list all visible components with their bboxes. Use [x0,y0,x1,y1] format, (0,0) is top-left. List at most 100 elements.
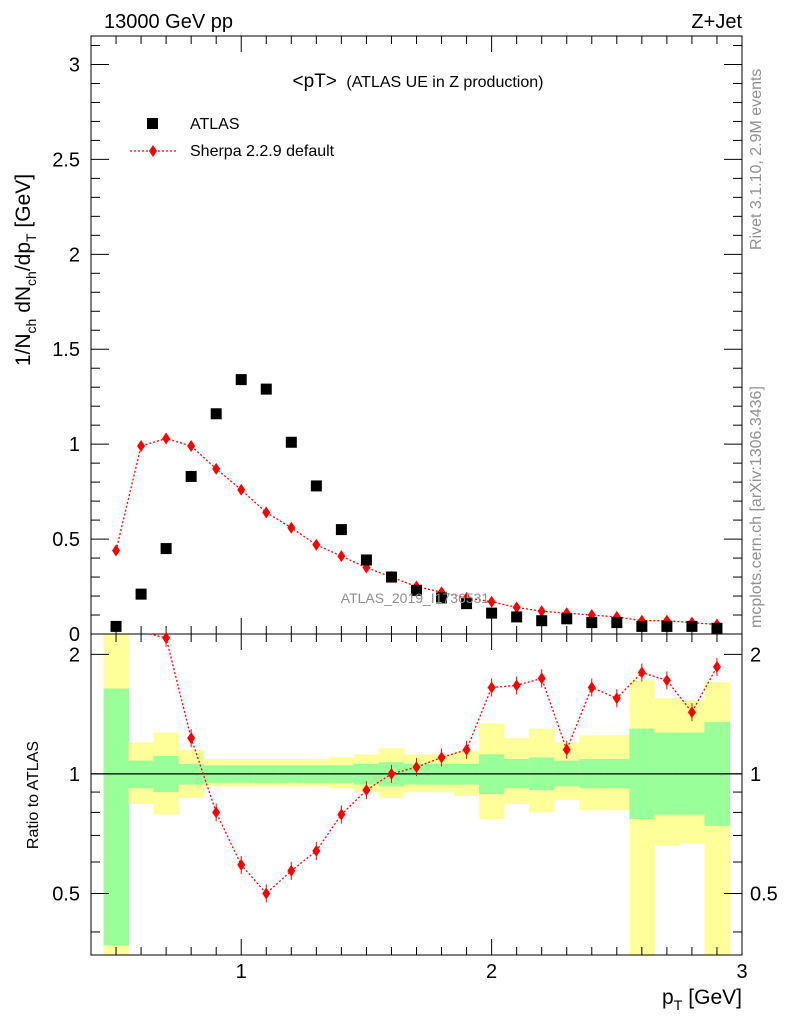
atlas-point [636,620,648,632]
atlas-point [436,592,448,604]
x-tick-label: 2 [486,961,497,983]
rivet-label: Rivet 3.1.10, 2.9M events [748,69,765,250]
ratio-point [712,660,721,673]
ratio-point [262,887,271,900]
y-label-part-2: dN [12,286,35,319]
ratio-point [637,666,646,679]
mcplots-label: mcplots.cern.ch [arXiv:1306.3436] [748,386,765,628]
y-label-sub-1: ch [23,319,39,334]
ratio-point [312,844,321,857]
atlas-point [411,584,422,596]
header-right: Z+Jet [691,11,742,33]
atlas-point [310,480,322,492]
y-tick-label: 2 [69,244,80,266]
sherpa-point [162,432,171,445]
legend-label-sherpa: Sherpa 2.2.9 default [190,143,335,160]
ratio-point [437,751,446,764]
ratio-point [287,864,296,877]
x-label-unit: [GeV] [688,986,742,1009]
sherpa-point [512,601,521,614]
atlas-point [210,408,222,420]
ratio-series-line [149,633,718,895]
sherpa-point [262,506,271,519]
ratio-y-tick-label-right: 2 [750,644,761,666]
y-axis-label: 1/Nch dNch/dpT [GeV] [12,174,39,366]
data-markers [110,374,723,903]
x-label-main: p [662,986,674,1009]
y-label-part-1: 1/N [12,333,35,366]
ratio-point [362,784,371,797]
ratio-point [537,672,546,685]
y-tick-label: 1 [69,434,80,456]
sherpa-point [237,483,246,496]
ratio-point [662,674,671,687]
y-tick-label: 3 [69,54,80,76]
sherpa-point [487,595,496,608]
sherpa-point [287,521,296,534]
ratio-point [162,631,171,644]
ratio-point [412,761,421,774]
atlas-point [561,613,573,625]
ratio-point [337,808,346,821]
sherpa-point [337,550,346,563]
ratio-point [587,681,596,694]
plot-title-main: <pT> [293,71,337,92]
sherpa-point [137,440,146,453]
ratio-point [512,679,521,692]
x-tick-label: 3 [736,961,747,983]
legend: ATLAS Sherpa 2.2.9 default [130,116,335,160]
ratio-point [612,692,621,705]
atlas-point [661,620,673,632]
ratio-point [387,767,396,780]
series-lines [115,437,718,895]
analysis-watermark: ATLAS_2019_I1736531 [341,590,490,606]
legend-label-atlas: ATLAS [190,116,240,133]
sherpa-point [212,462,221,475]
ratio-point [687,706,696,719]
ratio-y-tick-label-right: 0.5 [750,883,778,905]
atlas-point [260,383,272,395]
y-label-sub-2: ch [23,271,39,286]
atlas-point [385,571,397,583]
atlas-point [611,617,623,629]
legend-marker-atlas [147,118,158,129]
y-tick-label: 2.5 [52,149,80,171]
atlas-point [285,436,297,448]
atlas-point [135,588,147,600]
atlas-point [110,620,122,632]
y-label-part-3: /dp [12,242,35,271]
x-label-sub: T [674,997,683,1013]
header-left: 13000 GeV pp [104,11,233,33]
y-label-sub-3: T [23,233,39,242]
atlas-point [185,470,197,482]
atlas-point [235,374,247,386]
atlas-point [335,524,347,536]
band-inner-bin [103,688,130,946]
sherpa-point [312,538,321,551]
x-axis-label: pT [GeV] [662,986,742,1013]
atlas-point [536,615,548,627]
legend-marker-sherpa [149,145,157,157]
plot-title-sub: (ATLAS UE in Z production) [346,74,543,91]
ratio-y-tick-label-left: 2 [69,644,80,666]
sherpa-point [112,544,121,557]
main-panel-frame [90,35,743,635]
ratio-point [487,681,496,694]
plot-title: <pT> (ATLAS UE in Z production) [293,71,544,92]
ratio-y-axis-label: Ratio to ATLAS [25,741,42,849]
atlas-point [586,617,598,629]
atlas-point [511,611,523,623]
y-tick-label: 0 [69,624,80,646]
ratio-point [212,806,221,819]
ratio-y-tick-label-right: 1 [750,764,761,786]
sherpa-point [187,440,196,453]
sherpa-point [537,605,546,618]
y-tick-label: 1.5 [52,339,80,361]
x-tick-label: 1 [236,961,247,983]
ratio-y-tick-label-left: 0.5 [52,883,80,905]
ratio-point [187,732,196,745]
y-tick-label: 0.5 [52,529,80,551]
ratio-y-tick-label-left: 1 [69,764,80,786]
